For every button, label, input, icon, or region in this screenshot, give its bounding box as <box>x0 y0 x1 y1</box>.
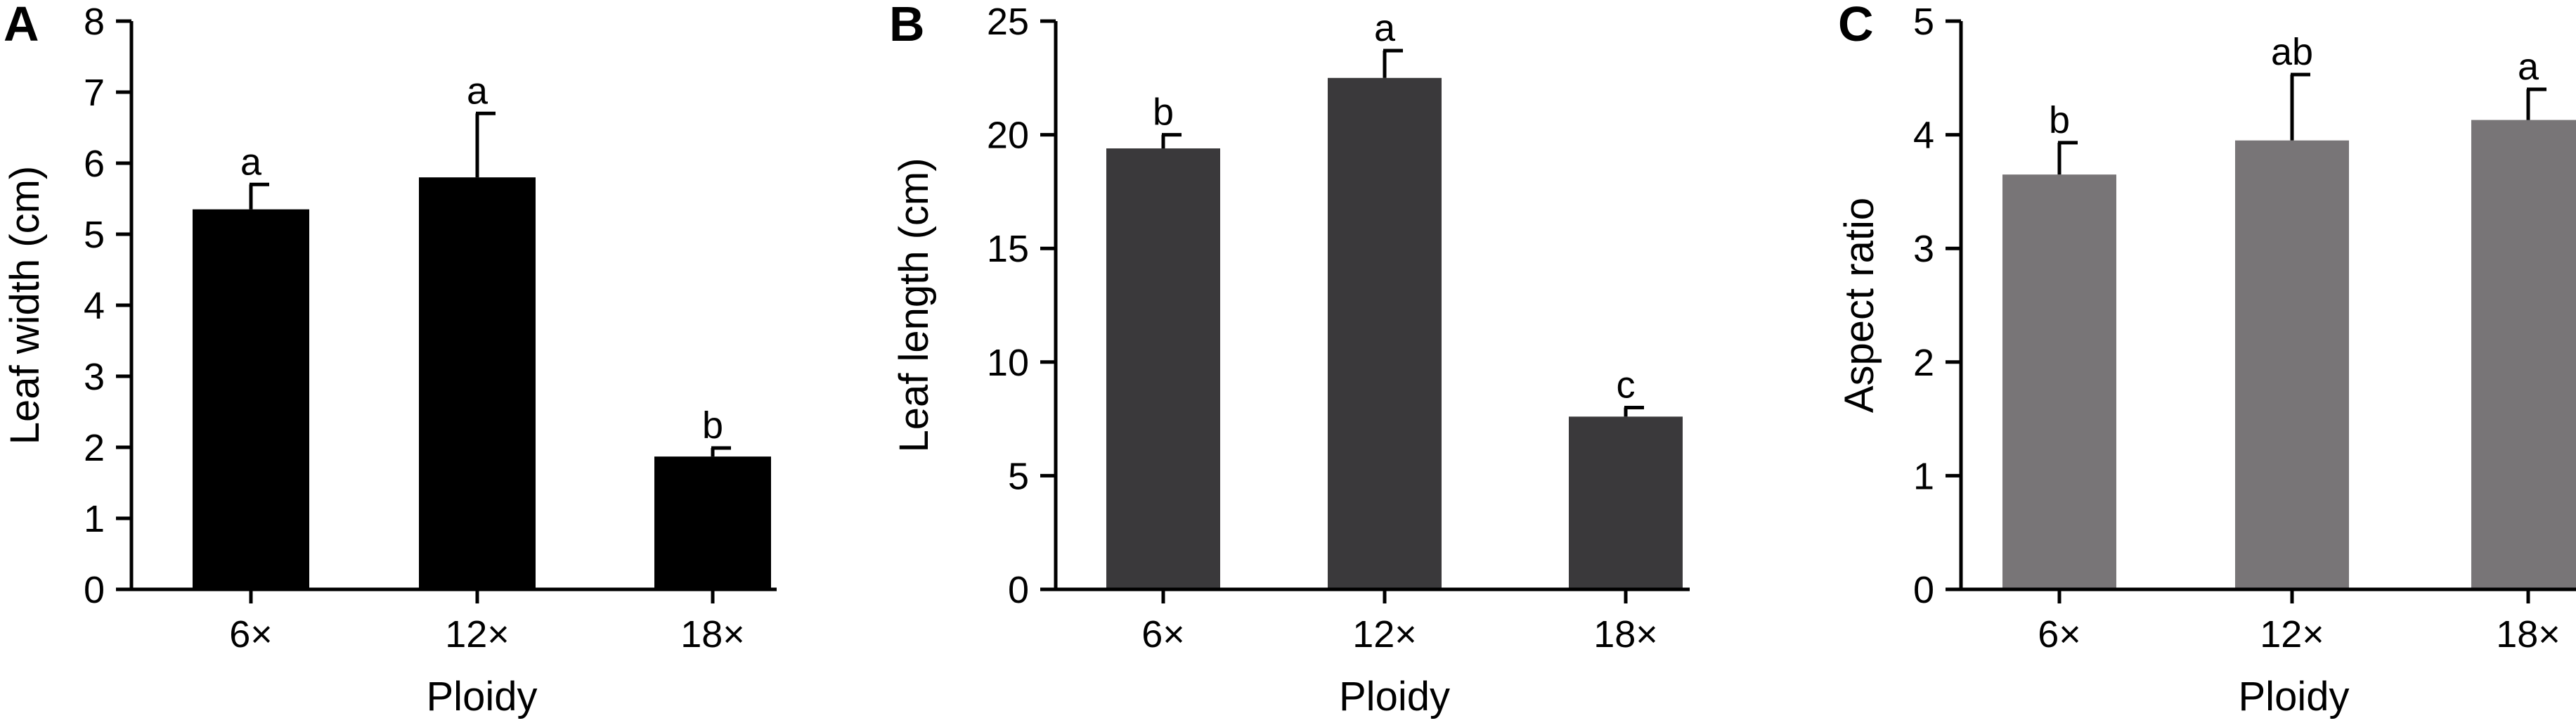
y-tick-label: 1 <box>84 498 105 540</box>
y-axis-title: Leaf length (cm) <box>891 158 937 452</box>
significance-label: a <box>467 70 488 112</box>
chart-panel-b: Bb 6× a 12× c 18× 0 5 10 15 20 25 Ploidy Leaf length … <box>889 0 1690 719</box>
y-tick-label: 20 <box>987 115 1029 157</box>
x-tick-label: 18× <box>680 613 745 655</box>
x-tick-label: 18× <box>2496 613 2561 655</box>
panel-letter: C <box>1838 0 1874 51</box>
bar <box>193 209 309 589</box>
significance-label: b <box>2049 99 2070 141</box>
panel-letter: A <box>4 0 39 51</box>
y-tick-label: 2 <box>1913 342 1934 384</box>
significance-label: ab <box>2271 31 2313 73</box>
significance-label: a <box>2518 46 2539 88</box>
x-tick-label: 12× <box>1352 613 1417 655</box>
x-tick-label: 12× <box>2260 613 2324 655</box>
y-tick-label: 3 <box>1913 228 1934 270</box>
y-axis-title: Leaf width (cm) <box>2 166 48 444</box>
bar <box>1569 416 1683 589</box>
x-axis-title: Ploidy <box>2239 674 2350 719</box>
y-tick-label: 4 <box>1913 115 1934 157</box>
bar <box>1328 77 1442 590</box>
panel-letter: B <box>889 0 925 51</box>
y-axis-title: Aspect ratio <box>1837 198 1882 413</box>
bar <box>2002 174 2116 589</box>
y-tick-label: 6 <box>84 143 105 185</box>
y-tick-label: 0 <box>84 569 105 611</box>
y-tick-label: 4 <box>84 285 105 327</box>
x-tick-label: 6× <box>229 613 273 655</box>
y-tick-label: 5 <box>1008 455 1029 497</box>
x-tick-label: 6× <box>2038 613 2081 655</box>
bar <box>654 456 771 589</box>
y-tick-label: 8 <box>84 1 105 43</box>
y-tick-label: 5 <box>1913 1 1934 43</box>
significance-label: c <box>1617 364 1636 406</box>
y-tick-label: 5 <box>84 214 105 256</box>
bar <box>2471 120 2576 590</box>
bar <box>2235 140 2349 589</box>
x-axis-title: Ploidy <box>1339 674 1450 719</box>
significance-label: b <box>702 404 723 447</box>
chart-panel-c: Cb 6× ab 12× a 18× 0 1 2 3 4 5 Ploidy Aspect ratio <box>1837 0 2576 719</box>
y-tick-label: 25 <box>987 1 1029 43</box>
significance-label: a <box>1374 7 1396 49</box>
y-tick-label: 0 <box>1913 569 1934 611</box>
x-tick-label: 12× <box>445 613 510 655</box>
y-tick-label: 0 <box>1008 569 1029 611</box>
y-tick-label: 2 <box>84 427 105 469</box>
x-tick-label: 18× <box>1593 613 1658 655</box>
y-tick-label: 10 <box>987 342 1029 384</box>
x-tick-label: 6× <box>1141 613 1185 655</box>
y-tick-label: 7 <box>84 72 105 114</box>
y-tick-label: 15 <box>987 228 1029 270</box>
y-tick-label: 3 <box>84 356 105 398</box>
y-tick-label: 1 <box>1913 455 1934 497</box>
bar <box>419 177 536 589</box>
x-axis-title: Ploidy <box>427 674 538 719</box>
significance-label: a <box>240 141 262 183</box>
significance-label: b <box>1153 91 1174 134</box>
bar <box>1106 148 1220 589</box>
chart-panel-a: Aa 6× a 12× b 18× 0 1 2 3 4 5 6 7 8 Ploidy Leaf width (c… <box>2 0 777 719</box>
